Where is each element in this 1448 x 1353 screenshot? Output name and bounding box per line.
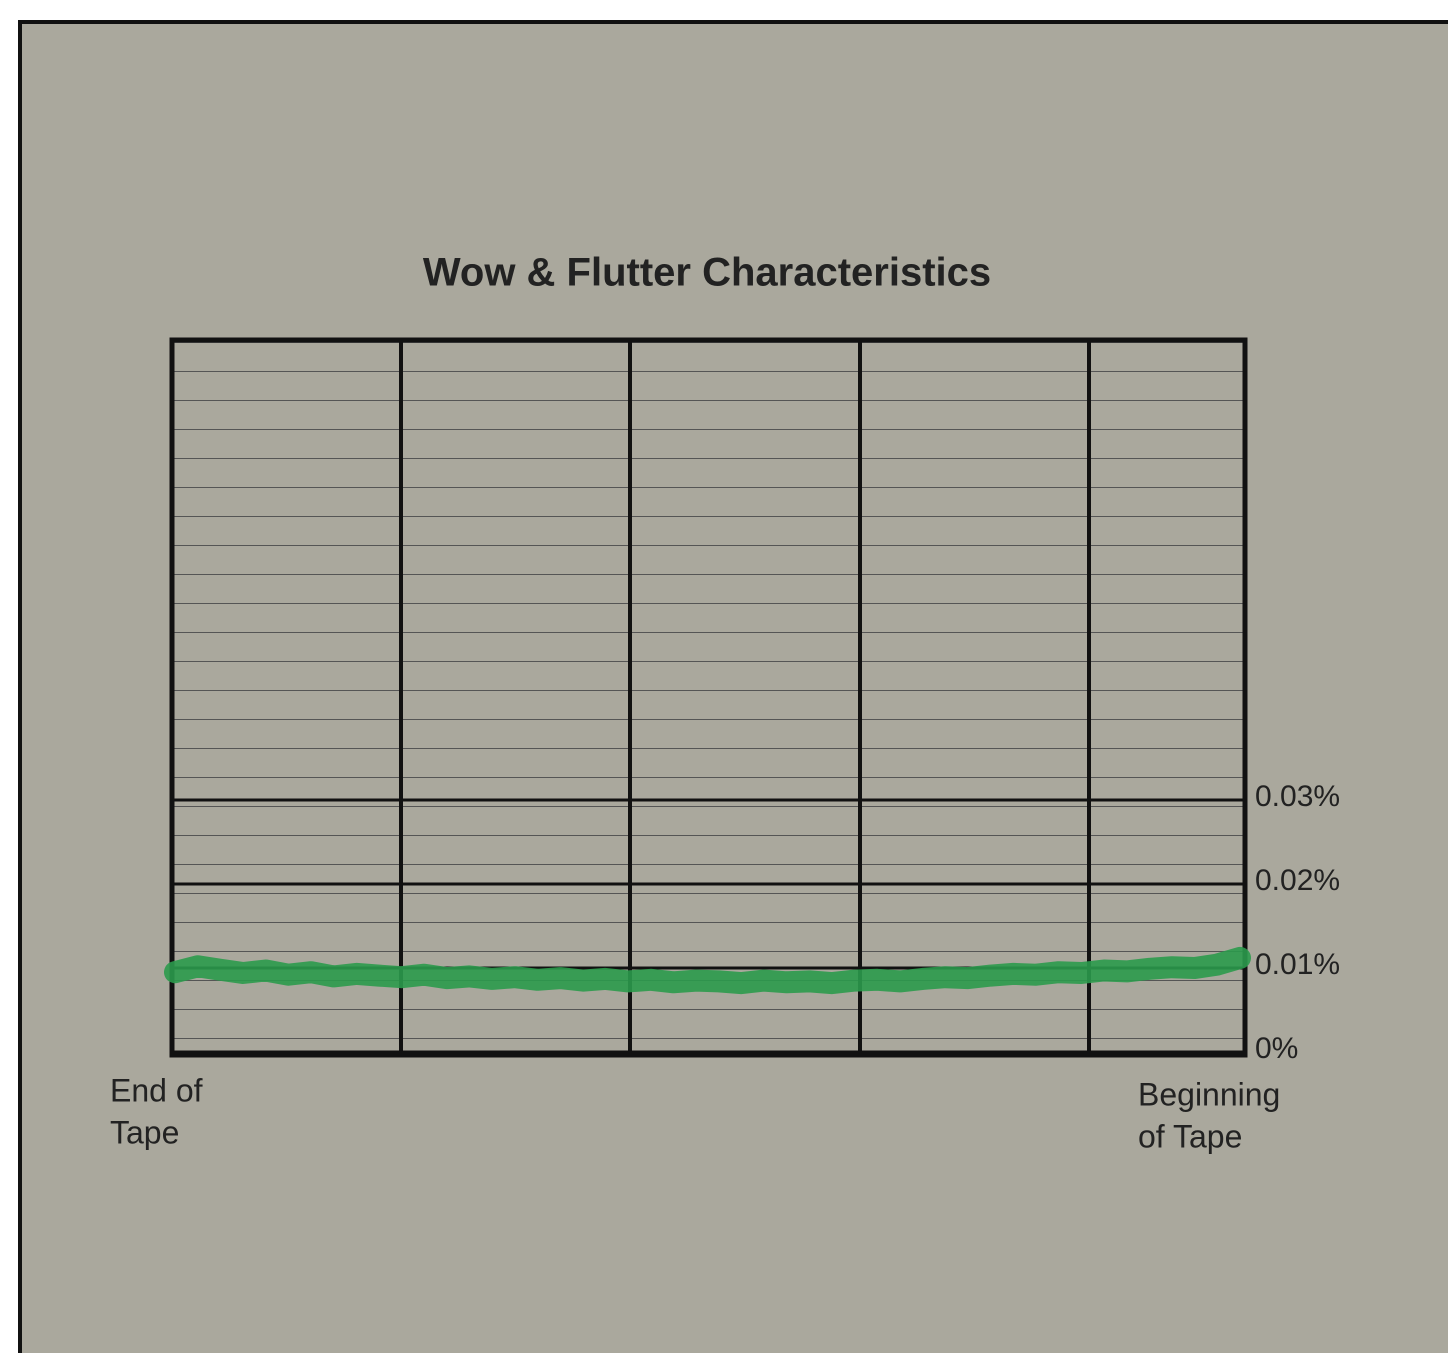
chart-title: Wow & Flutter Characteristics — [423, 251, 991, 295]
plot-frame — [169, 337, 1248, 1058]
trace — [164, 946, 1251, 995]
y-tick-label: 0.02% — [1255, 864, 1340, 897]
x-end-label: of Tape — [1138, 1118, 1242, 1154]
y-tick-label: 0.03% — [1255, 780, 1340, 813]
x-start-label: End of — [110, 1072, 203, 1108]
vertical-dividers — [399, 340, 1091, 1055]
x-start-label: Tape — [110, 1114, 179, 1150]
plot-area — [172, 340, 1245, 1055]
y-tick-label: 0% — [1255, 1032, 1298, 1065]
y-tick-label: 0.01% — [1255, 948, 1340, 981]
x-end-label: Beginning — [1138, 1076, 1280, 1112]
